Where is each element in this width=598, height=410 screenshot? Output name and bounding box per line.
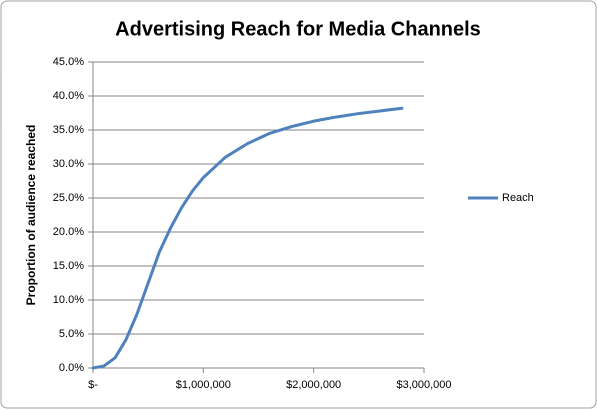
x-tick-label: $3,000,000: [396, 379, 451, 391]
x-tick-label: $1,000,000: [176, 379, 231, 391]
y-tick-label: 20.0%: [53, 226, 84, 238]
y-tick-label: 5.0%: [59, 328, 84, 340]
legend-label: Reach: [502, 192, 534, 204]
x-tick-label: $2,000,000: [286, 379, 341, 391]
y-tick-label: 45.0%: [53, 56, 84, 68]
line-series: [91, 106, 404, 370]
y-tick-label: 40.0%: [53, 90, 84, 102]
y-tick-label: 25.0%: [53, 192, 84, 204]
y-tick-label: 10.0%: [53, 294, 84, 306]
y-tick-label: 35.0%: [53, 124, 84, 136]
y-tick-label: 0.0%: [59, 362, 84, 374]
y-axis-label: Proportion of audience reached: [24, 125, 38, 306]
chart-title: Advertising Reach for Media Channels: [115, 18, 481, 40]
y-tick-label: 15.0%: [53, 260, 84, 272]
y-tick-label: 30.0%: [53, 158, 84, 170]
x-tick-label: $-: [88, 379, 98, 391]
